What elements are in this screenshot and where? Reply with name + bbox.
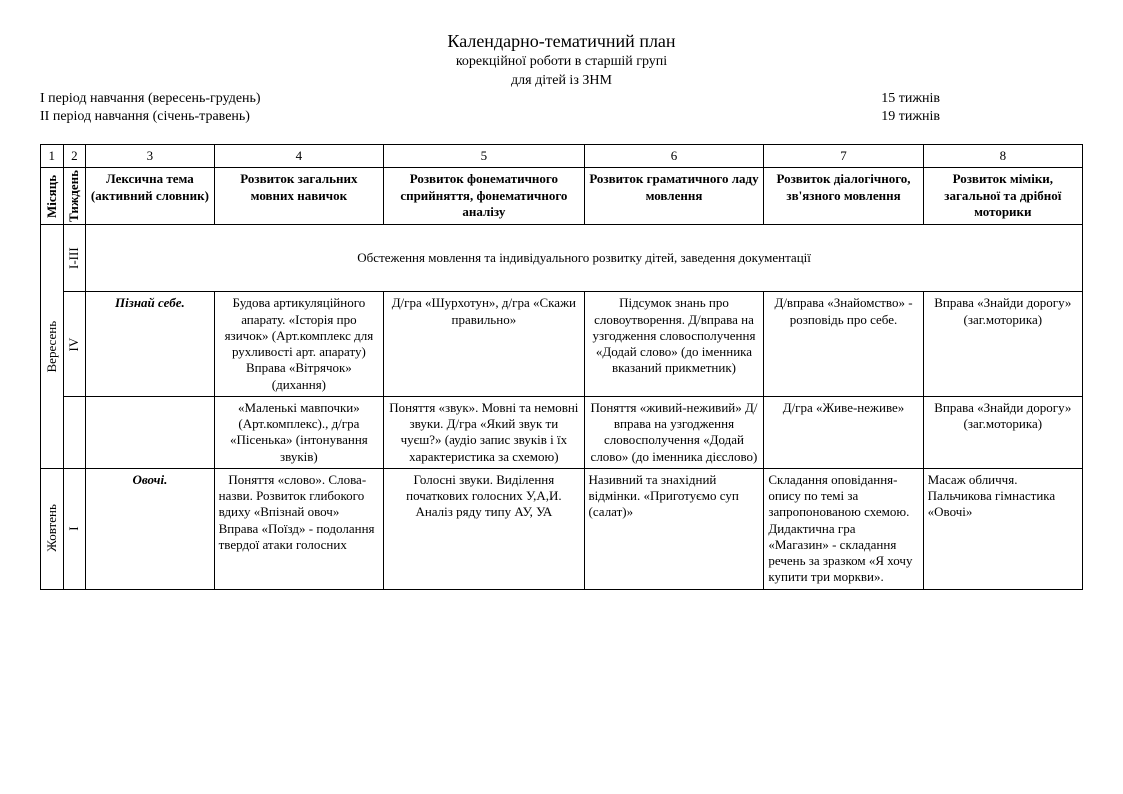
header-phonematic: Розвиток фонематичного сприйняття, фонем… [384, 168, 584, 225]
header-lex: Лексична тема (активний словник) [86, 168, 214, 225]
r1-c8: Вправа «Знайди дорогу» (заг.моторика) [923, 292, 1082, 397]
month-oct: Жовтень [41, 468, 64, 589]
colnum-8: 8 [923, 145, 1082, 168]
week-iv: IV [63, 292, 86, 397]
r3-c5: Голосні звуки. Виділення початкових голо… [384, 468, 584, 589]
title-block: Календарно-тематичний план корекційної р… [40, 30, 1083, 90]
colnum-6: 6 [584, 145, 764, 168]
r1-c3: Пізнай себе. [86, 292, 214, 397]
r1-c7: Д/вправа «Знайомство» - розповідь про се… [764, 292, 923, 397]
header-month: Місяць [41, 168, 64, 225]
period1-weeks: 15 тижнів [881, 90, 940, 108]
week-empty1 [63, 396, 86, 468]
title-line2: корекційної роботи в старшій групі [40, 53, 1083, 71]
r1-c4: Будова артикуляційного апарату. «Історія… [214, 292, 384, 397]
r2-c5: Поняття «звук». Мовні та немовні звуки. … [384, 396, 584, 468]
title-line3: для дітей із ЗНМ [40, 72, 1083, 90]
period2-label: ІІ період навчання (січень-травень) [40, 108, 261, 126]
colnum-2: 2 [63, 145, 86, 168]
header-dialog: Розвиток діалогічного, зв'язного мовленн… [764, 168, 923, 225]
colnum-3: 3 [86, 145, 214, 168]
week-1-3: І-ІІІ [63, 225, 86, 292]
r2-c8: Вправа «Знайди дорогу» (заг.моторика) [923, 396, 1082, 468]
header-row: Місяць Тиждень Лексична тема (активний с… [41, 168, 1083, 225]
r3-c8: Масаж обличчя. Пальчикова гімнастика «Ов… [923, 468, 1082, 589]
period1-label: І період навчання (вересень-грудень) [40, 90, 261, 108]
header-week: Тиждень [63, 168, 86, 225]
colnum-4: 4 [214, 145, 384, 168]
r2-c6: Поняття «живий-неживий» Д/вправа на узго… [584, 396, 764, 468]
week-oct-i: І [63, 468, 86, 589]
row-oct-i: Жовтень І Овочі. Поняття «слово». Слова-… [41, 468, 1083, 589]
r3-c7: Складання оповідання-опису по темі за за… [764, 468, 923, 589]
r1-c6: Підсумок знань про словоутворення. Д/впр… [584, 292, 764, 397]
row-sep-v: «Маленькі мавпочки» (Арт.комплекс)., д/г… [41, 396, 1083, 468]
obst-cell: Обстеження мовлення та індивідуального р… [86, 225, 1083, 292]
header-motor: Розвиток міміки, загальної та дрібної мо… [923, 168, 1082, 225]
r2-c7: Д/гра «Живе-неживе» [764, 396, 923, 468]
header-general: Розвиток загальних мовних навичок [214, 168, 384, 225]
r3-c4: Поняття «слово». Слова-назви. Розвиток г… [214, 468, 384, 589]
colnum-7: 7 [764, 145, 923, 168]
r3-c3: Овочі. [86, 468, 214, 589]
colnum-1: 1 [41, 145, 64, 168]
title-line1: Календарно-тематичний план [40, 30, 1083, 53]
number-row: 1 2 3 4 5 6 7 8 [41, 145, 1083, 168]
period2-weeks: 19 тижнів [881, 108, 940, 126]
r3-c6: Називний та знахідний відмінки. «Приготу… [584, 468, 764, 589]
r2-c4: «Маленькі мавпочки» (Арт.комплекс)., д/г… [214, 396, 384, 468]
month-sep: Вересень [41, 225, 64, 469]
periods-block: І період навчання (вересень-грудень) ІІ … [40, 90, 940, 126]
row-obst: Вересень І-ІІІ Обстеження мовлення та ін… [41, 225, 1083, 292]
row-sep-iv: IV Пізнай себе. Будова артикуляційного а… [41, 292, 1083, 397]
colnum-5: 5 [384, 145, 584, 168]
plan-table: 1 2 3 4 5 6 7 8 Місяць Тиждень Лексична … [40, 144, 1083, 589]
r2-c3 [86, 396, 214, 468]
header-grammar: Розвиток граматичного ладу мовлення [584, 168, 764, 225]
r1-c5: Д/гра «Шурхотун», д/гра «Скажи правильно… [384, 292, 584, 397]
